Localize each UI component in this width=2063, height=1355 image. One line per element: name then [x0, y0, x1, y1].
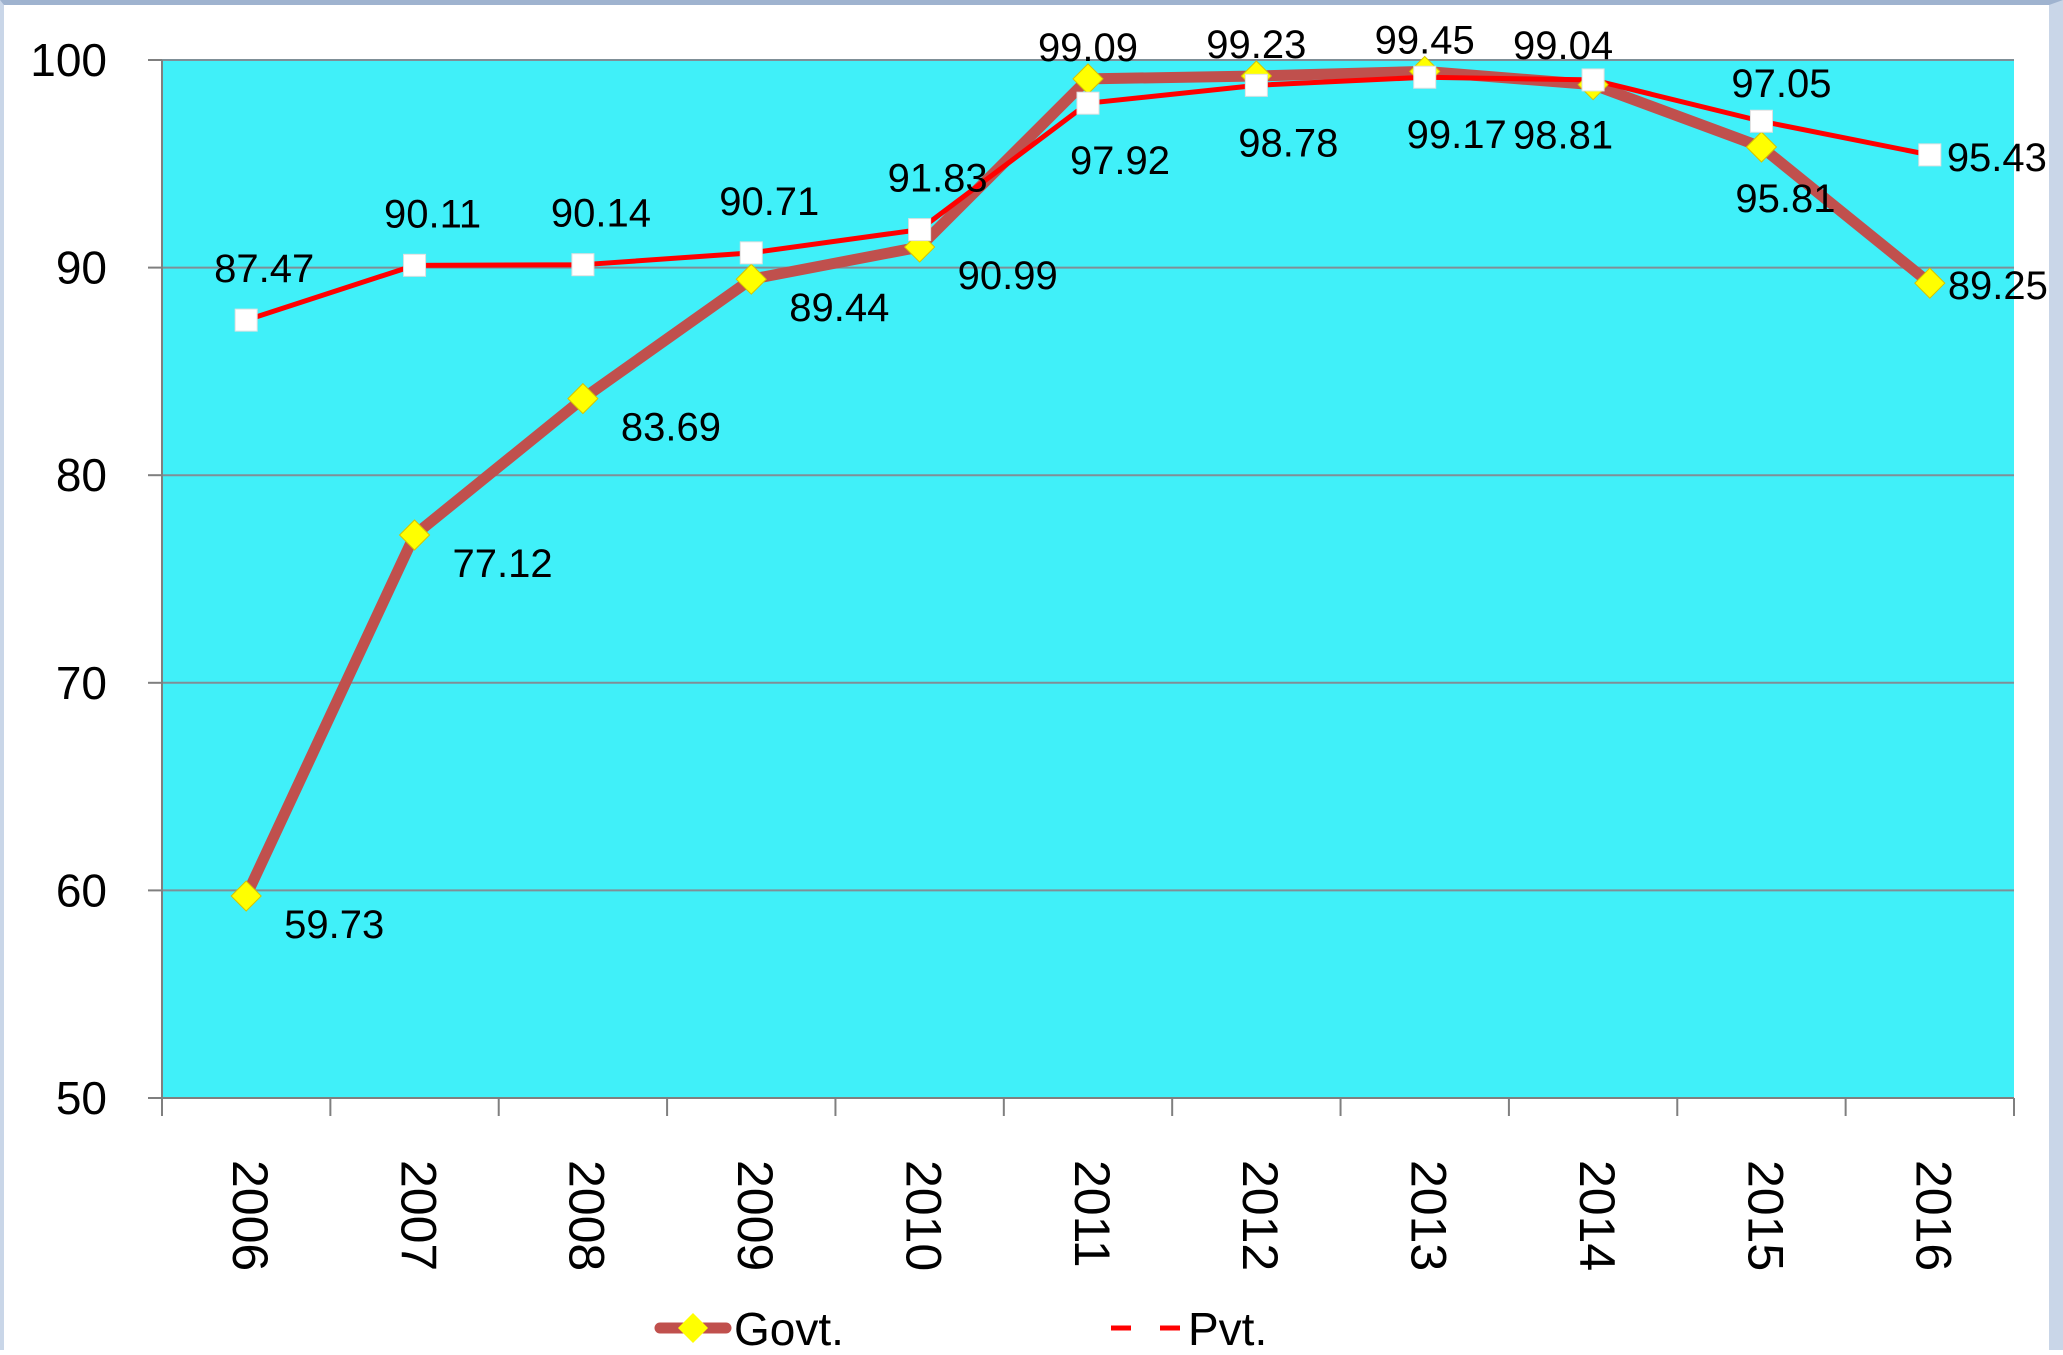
data-label-govt: 99.09 [1038, 26, 1138, 70]
x-tick-label: 2013 [1401, 1160, 1457, 1271]
y-tick-label: 60 [56, 864, 107, 916]
data-label-pvt: 90.14 [551, 192, 651, 236]
data-label-govt: 98.81 [1513, 114, 1613, 158]
data-point-pvt [1749, 109, 1773, 133]
data-label-pvt: 90.71 [719, 180, 819, 224]
data-label-pvt: 87.47 [214, 247, 314, 291]
data-point-pvt [1413, 65, 1437, 89]
x-tick-label: 2012 [1232, 1160, 1288, 1271]
y-tick-label: 50 [56, 1072, 107, 1124]
data-label-pvt: 98.78 [1238, 121, 1338, 165]
data-label-pvt: 95.43 [1947, 136, 2047, 180]
data-label-pvt: 99.04 [1513, 24, 1613, 68]
x-tick-label: 2011 [1064, 1160, 1120, 1268]
data-label-govt: 90.99 [958, 254, 1058, 298]
data-point-govt [567, 382, 599, 415]
plot-area [162, 60, 2014, 1098]
data-point-pvt [1076, 91, 1100, 115]
data-point-pvt [1581, 68, 1605, 92]
x-tick-label: 2007 [390, 1160, 446, 1271]
data-label-govt: 89.44 [789, 286, 889, 330]
data-label-pvt: 99.17 [1407, 113, 1507, 157]
y-tick-label: 100 [30, 34, 107, 86]
x-tick-label: 2016 [1906, 1160, 1962, 1271]
legend-label-pvt: Pvt. [1188, 1303, 1267, 1355]
data-point-pvt [908, 218, 932, 242]
line-chart: 50 60 70 80 90 100 2006 2007 2008 2009 2010 2011 201… [30, 18, 2048, 1355]
data-point-govt [1745, 131, 1778, 163]
data-point-govt [398, 519, 431, 551]
x-tick-label: 2010 [895, 1160, 951, 1271]
data-point-pvt [1918, 143, 1942, 167]
y-tick-label: 90 [56, 242, 107, 294]
data-label-govt: 99.23 [1206, 23, 1306, 67]
data-label-govt: 83.69 [621, 406, 721, 450]
x-tick-label: 2014 [1569, 1160, 1625, 1271]
data-label-pvt: 90.11 [384, 192, 481, 236]
data-label-govt: 77.12 [453, 542, 553, 586]
data-point-govt [1914, 267, 1946, 299]
data-label-govt: 89.25 [1948, 264, 2048, 308]
data-label-pvt: 97.05 [1731, 62, 1831, 106]
x-tick-label: 2006 [222, 1160, 278, 1271]
data-point-pvt [571, 253, 595, 277]
data-label-pvt: 91.83 [888, 157, 988, 201]
data-point-pvt [1244, 73, 1268, 97]
data-point-pvt [403, 253, 427, 277]
x-tick-label: 2009 [727, 1160, 783, 1271]
x-tick-label: 2015 [1737, 1160, 1793, 1271]
y-tick-label: 70 [56, 657, 107, 709]
y-tick-label: 80 [56, 449, 107, 501]
legend-marker-govt [678, 1313, 708, 1343]
data-point-pvt [234, 308, 258, 332]
data-point-govt [735, 263, 767, 295]
data-label-govt: 99.45 [1375, 18, 1475, 62]
data-label-pvt: 97.92 [1070, 139, 1170, 183]
data-point-govt [230, 880, 262, 912]
data-label-govt: 95.81 [1735, 177, 1835, 221]
data-point-pvt [739, 241, 763, 265]
legend-label-govt: Govt. [734, 1303, 844, 1355]
data-label-govt: 59.73 [284, 903, 384, 947]
x-tick-label: 2008 [559, 1160, 615, 1271]
